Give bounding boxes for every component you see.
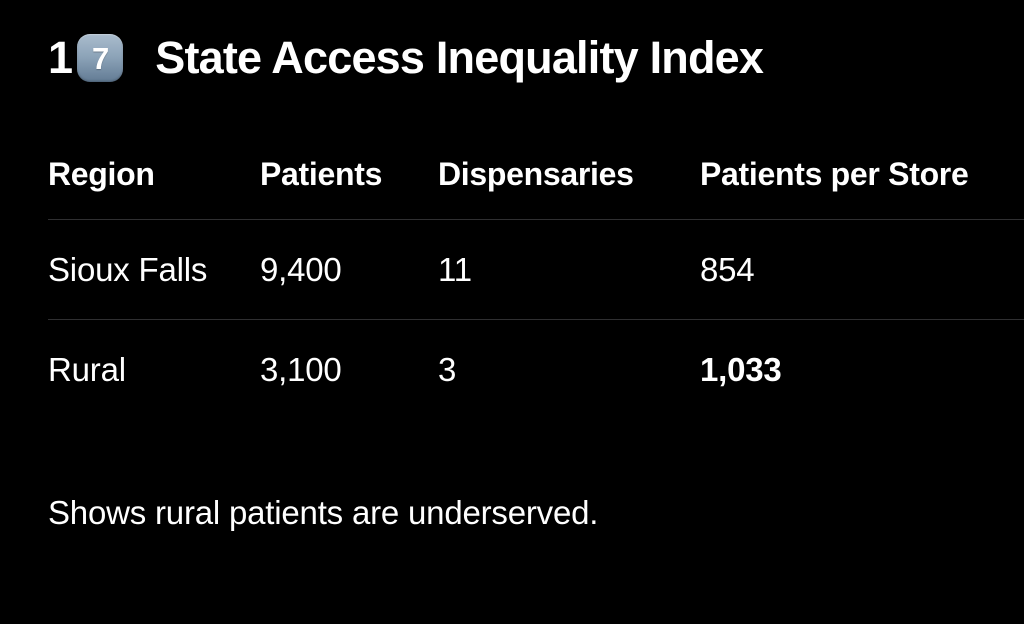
- cell-patients-per-store: 854: [700, 250, 755, 288]
- cell-region: Sioux Falls: [48, 250, 208, 288]
- column-header-region: Region: [48, 156, 155, 192]
- cell-patients: 3,100: [260, 351, 342, 388]
- cell-region: Rural: [48, 351, 126, 388]
- page-title: 1 7 State Access Inequality Index: [48, 28, 1024, 88]
- column-header-patients-per-store: Patients per Store: [700, 156, 969, 192]
- page: 1 7 State Access Inequality Index Region…: [0, 28, 1024, 624]
- cell-dispensaries: 11: [438, 250, 472, 288]
- column-header-patients: Patients: [260, 156, 383, 192]
- summary-text: Shows rural patients are underserved.: [48, 494, 599, 531]
- table-row-sioux-falls: Sioux Falls 9,400 11 854: [48, 220, 1024, 320]
- table-row-rural: Rural 3,100 3 1,033: [48, 320, 1024, 420]
- keycap-7-icon: 7: [77, 34, 124, 82]
- access-inequality-table: Region Patients Dispensaries Patients pe…: [48, 88, 1024, 420]
- cell-patients: 9,400: [260, 250, 342, 288]
- cell-dispensaries: 3: [438, 351, 457, 388]
- title-text: State Access Inequality Index: [155, 32, 764, 83]
- column-header-dispensaries: Dispensaries: [438, 156, 634, 192]
- cell-patients-per-store: 1,033: [700, 351, 782, 388]
- keycap-digit: 7: [92, 40, 109, 76]
- title-number-prefix: 1: [48, 32, 73, 83]
- table-header-row: Region Patients Dispensaries Patients pe…: [48, 88, 1024, 220]
